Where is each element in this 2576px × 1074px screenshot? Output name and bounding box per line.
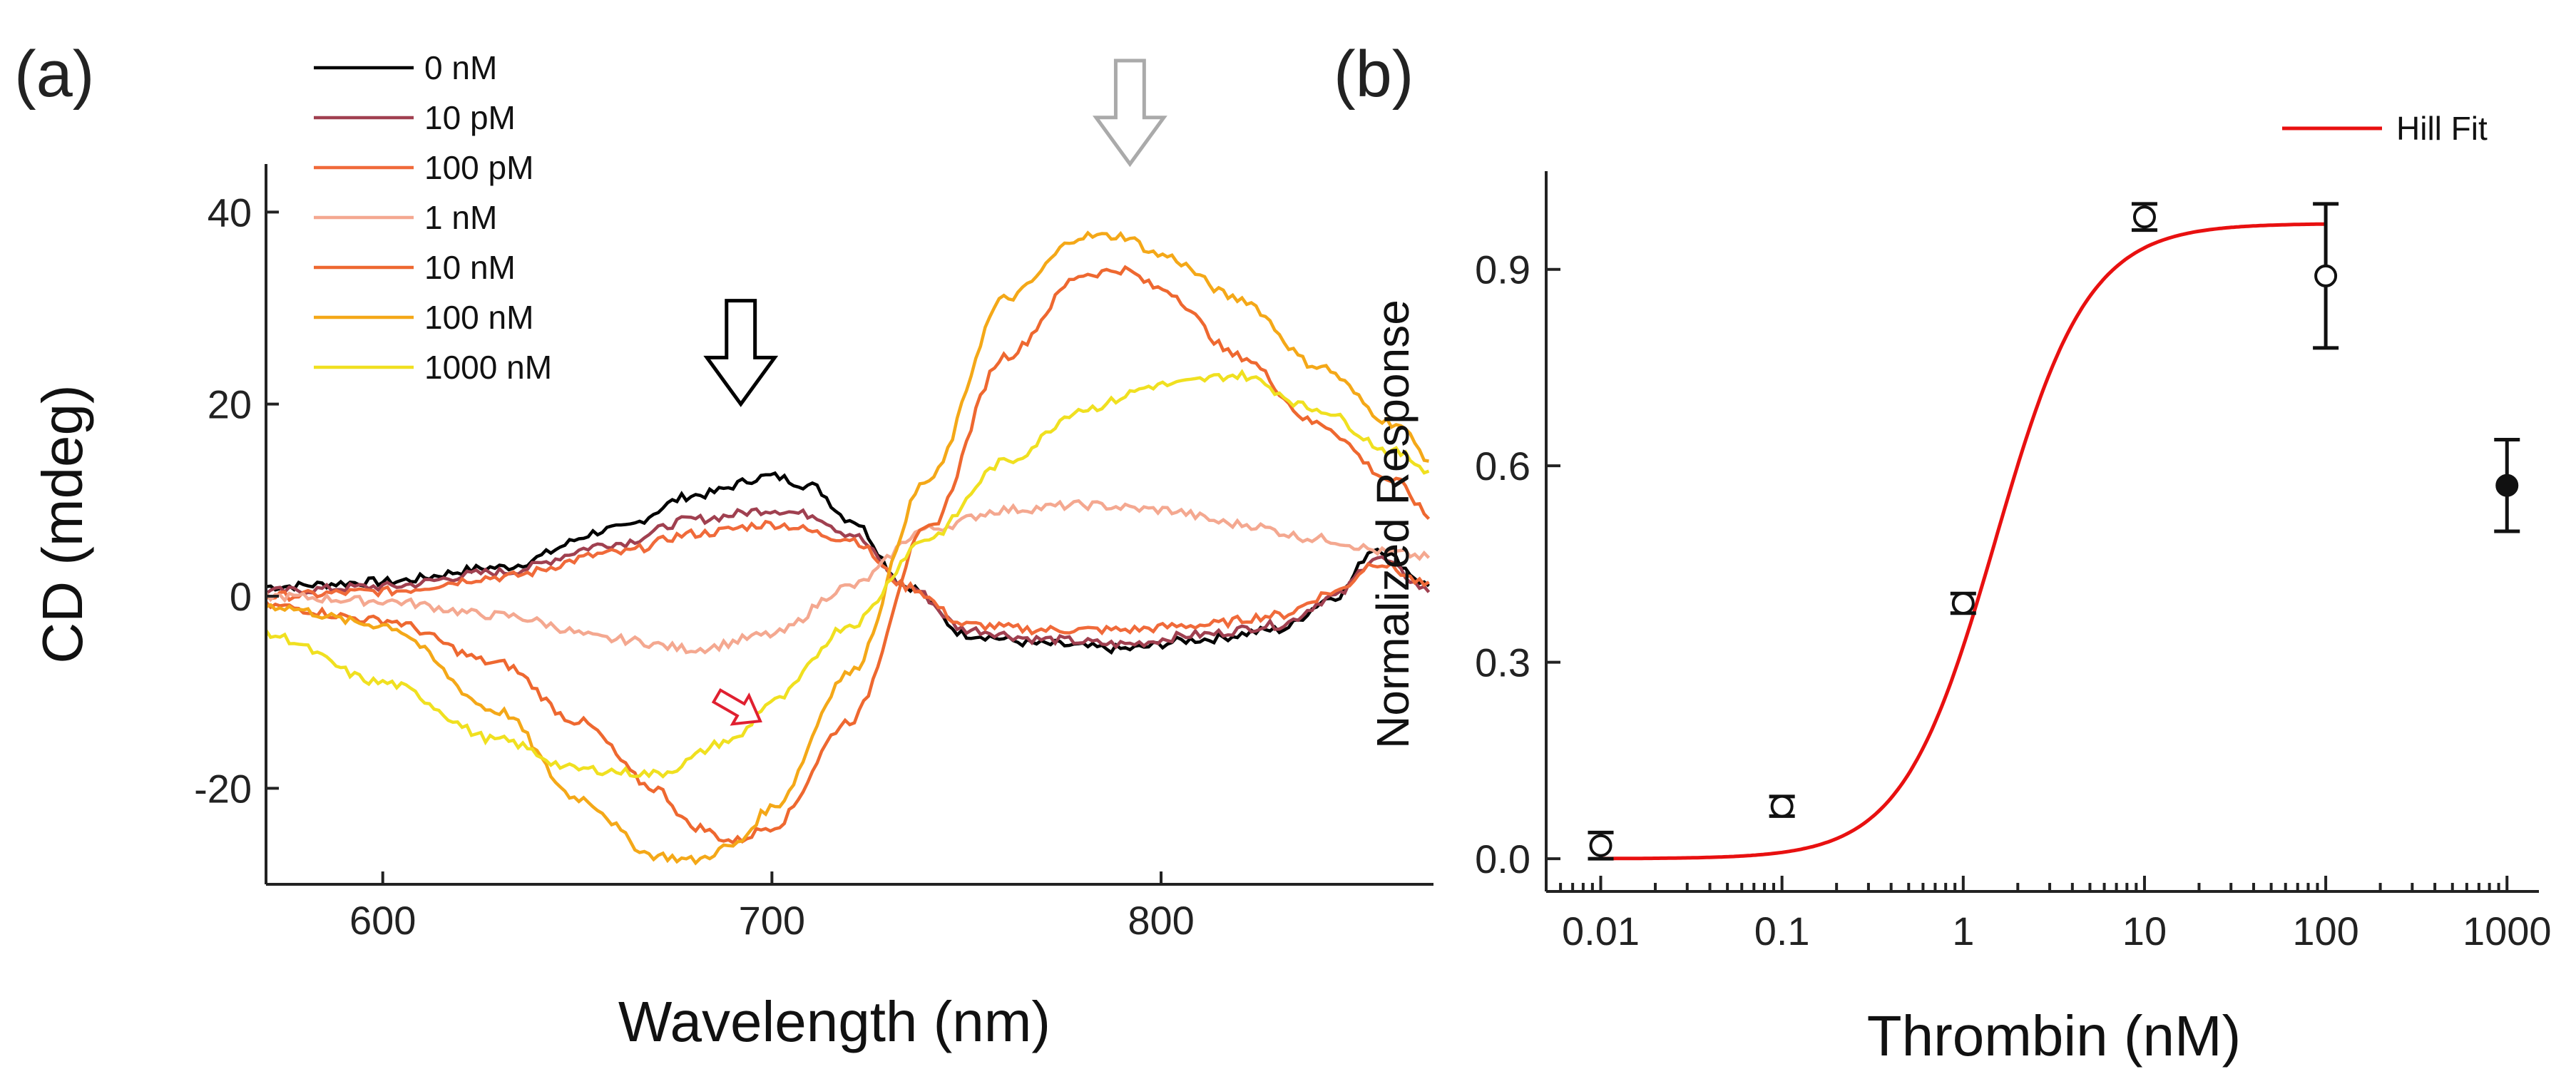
x-axis-title: Thrombin (nM) (1867, 1004, 2242, 1068)
y-tick-label: 20 (208, 382, 252, 427)
series-line-1-nm (265, 498, 1431, 655)
panel-a-label: (a) (14, 38, 94, 111)
y-tick-label: 40 (208, 190, 252, 235)
x-tick-label: 100 (2292, 909, 2358, 953)
y-tick-label: 0.9 (1475, 247, 1530, 292)
data-point (1769, 794, 1795, 818)
open-marker (1589, 834, 1612, 857)
x-tick-label: 10 (2122, 909, 2167, 953)
hill-fit-curve (1600, 222, 2326, 861)
legend: 0 nM 10 pM 100 pM 1 nM 10 nM 100 nM 1000 nM (314, 49, 552, 386)
data-point (1588, 830, 1614, 861)
annotation-arrows (703, 58, 1167, 726)
y-tick-label: 0.6 (1475, 444, 1530, 489)
open-marker (1770, 794, 1794, 818)
open-marker (2314, 264, 2338, 287)
y-tick-label: -20 (194, 766, 252, 811)
panel-b-label: (b) (1334, 38, 1414, 111)
data-point (2131, 202, 2157, 232)
legend-label: 100 nM (424, 299, 533, 336)
data-point (2313, 202, 2339, 350)
filled-marker (2495, 474, 2519, 497)
open-marker (2132, 205, 2156, 229)
data-points (1588, 202, 2520, 861)
series-line-1000-nm (265, 369, 1430, 779)
cd-spectra-series (265, 230, 1431, 866)
y-axis-title: Normalized Response (1367, 300, 1419, 749)
legend-label: 100 pM (424, 149, 533, 186)
red-arrow-icon (711, 687, 762, 726)
hill-fit-chart: 0.01 0.1 1 10 100 1000 0.0 0.3 0.6 0.9 Thrombin (… (1367, 110, 2552, 1068)
black-arrow-icon (703, 299, 779, 407)
cd-spectrum-chart: 600 700 800 -20 0 20 40 Wavelength (nm) CD (md… (31, 49, 1433, 1053)
y-axis-title: CD (mdeg) (31, 384, 94, 663)
y-tick-label: 0.0 (1475, 837, 1530, 881)
legend-label: 10 pM (424, 99, 516, 136)
axis-ticks: 0.01 0.1 1 10 100 1000 0.0 0.3 0.6 0.9 (1475, 247, 2551, 953)
open-marker (1951, 592, 1975, 615)
legend-label-hill-fit: Hill Fit (2396, 110, 2488, 147)
legend-label: 1000 nM (424, 349, 552, 386)
legend-label: 1 nM (424, 199, 497, 236)
y-tick-label: 0.3 (1475, 640, 1530, 685)
legend-label: 0 nM (424, 49, 497, 86)
legend-label: 10 nM (424, 249, 516, 286)
series-line-100-pm (265, 519, 1430, 636)
y-tick-label: 0 (230, 574, 252, 619)
x-tick-label: 0.1 (1754, 909, 1810, 953)
x-tick-label: 800 (1128, 898, 1194, 943)
x-axis-title: Wavelength (nm) (618, 990, 1051, 1053)
x-tick-label: 600 (349, 898, 416, 943)
data-point (2494, 437, 2520, 533)
x-tick-label: 0.01 (1562, 909, 1640, 953)
series-line-10-nm (265, 265, 1431, 845)
data-point (1950, 591, 1976, 615)
grey-arrow-icon (1092, 58, 1167, 168)
series-line-0-nm (265, 471, 1430, 655)
series-line-10-pm (265, 507, 1431, 650)
x-tick-label: 700 (739, 898, 805, 943)
axis-ticks: 600 700 800 -20 0 20 40 (194, 190, 1195, 943)
series-line-100-nm (265, 230, 1429, 866)
x-tick-label: 1000 (2463, 909, 2552, 953)
x-tick-label: 1 (1952, 909, 1974, 953)
